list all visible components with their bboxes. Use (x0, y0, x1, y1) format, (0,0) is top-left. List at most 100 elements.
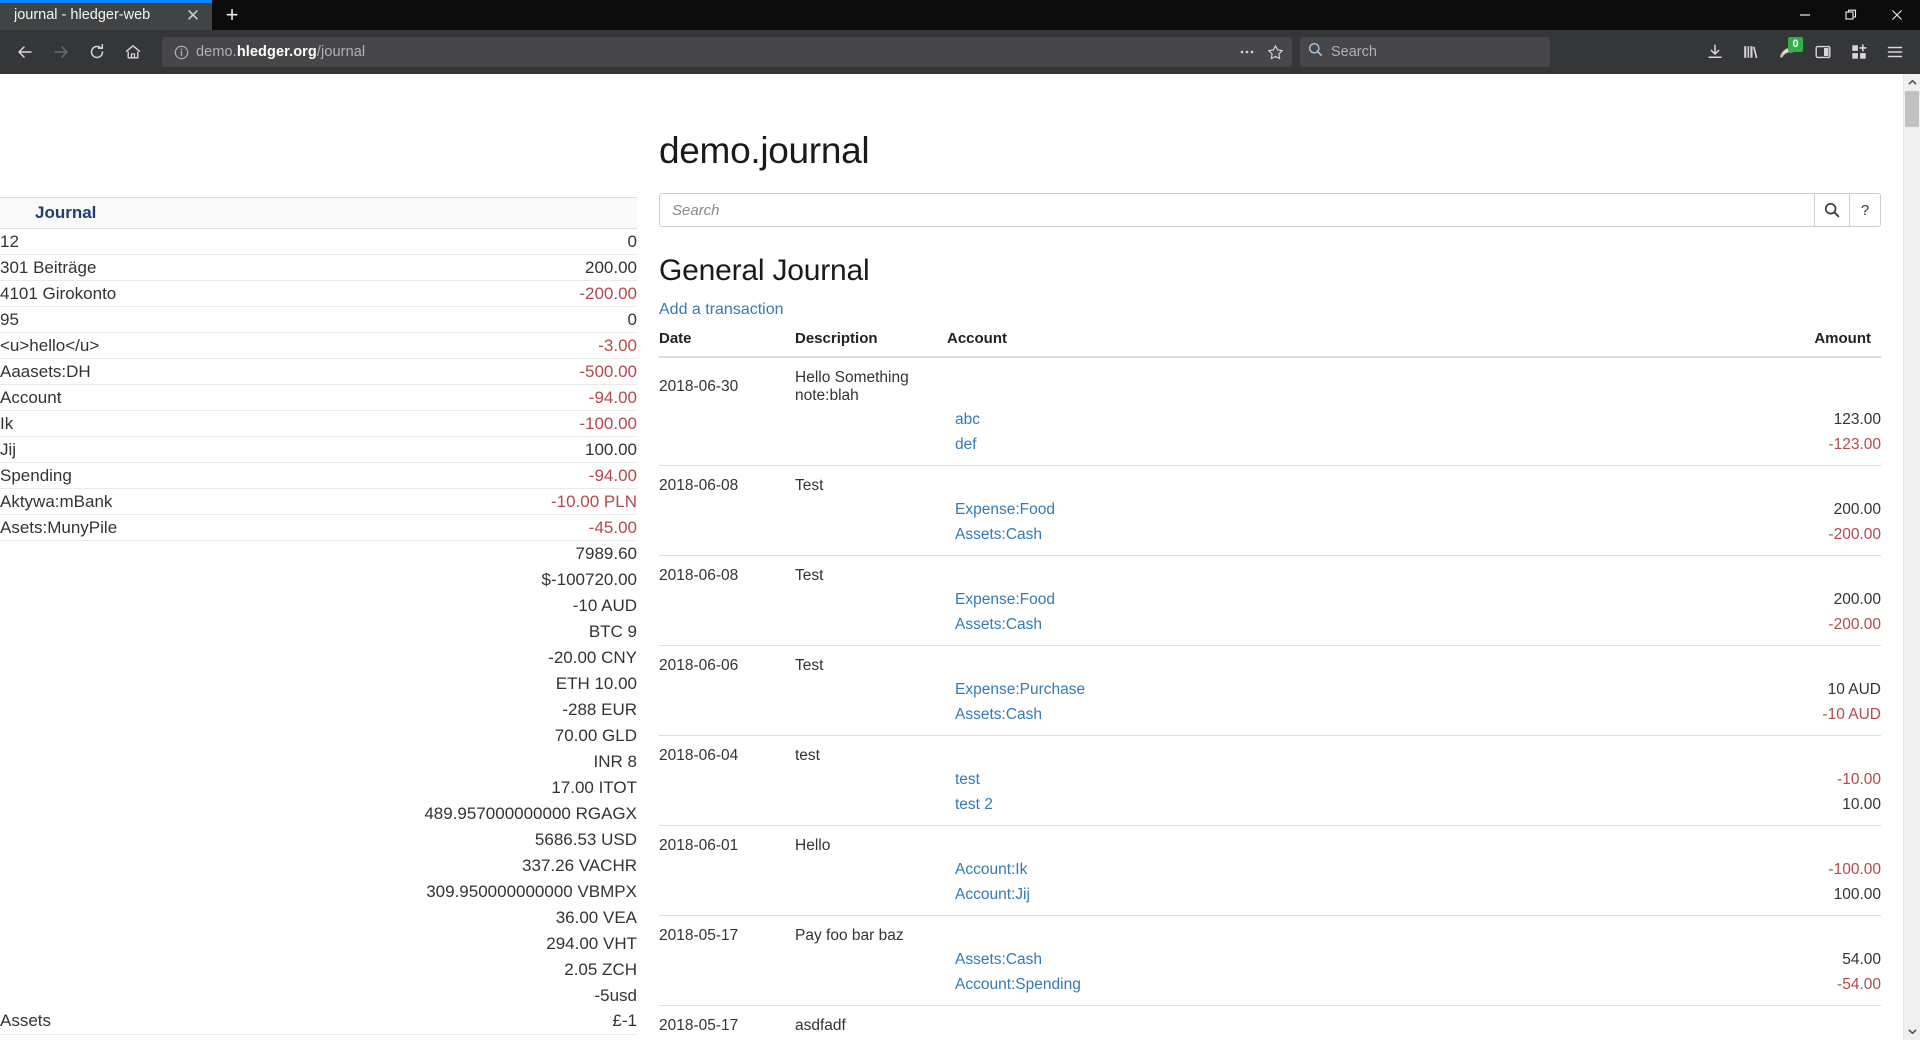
info-icon[interactable] (170, 41, 192, 63)
posting-row[interactable]: Assets:Cash -200.00 (659, 525, 1881, 556)
account-row[interactable]: Jij 100.00 (0, 436, 637, 463)
account-row[interactable]: Account -94.00 (0, 384, 637, 411)
posting-account-link[interactable]: Assets:Cash (955, 951, 1043, 968)
account-name[interactable]: 12 (0, 228, 227, 255)
account-name[interactable]: 301 Beiträge (0, 254, 227, 281)
account-row[interactable]: 309.950000000000 VBMPX (0, 879, 637, 905)
tab-journal[interactable]: journal - hledger-web ✕ (0, 0, 212, 30)
account-name[interactable]: Aktywa:mBank (0, 488, 227, 515)
sidebar-journal-link[interactable]: Journal (0, 197, 227, 229)
posting-account-link[interactable]: Expense:Food (955, 501, 1055, 518)
close-icon[interactable] (1874, 0, 1920, 30)
menu-icon[interactable] (1878, 35, 1912, 69)
account-name[interactable]: Ik (0, 410, 227, 437)
transaction-row[interactable]: 2018-06-08 Test (659, 555, 1881, 585)
add-transaction-link[interactable]: Add a transaction (659, 301, 784, 318)
ellipsis-icon[interactable] (1234, 39, 1260, 65)
account-name[interactable]: Spending (0, 462, 227, 489)
account-row[interactable]: Spending -94.00 (0, 462, 637, 489)
account-name[interactable]: 4101 Girokonto (0, 280, 227, 307)
scrollbar-thumb[interactable] (1905, 91, 1919, 127)
home-icon[interactable] (116, 35, 150, 69)
account-name[interactable]: Jij (0, 436, 227, 463)
transaction-row[interactable]: 2018-05-17 asdfadf (659, 1005, 1881, 1035)
transaction-row[interactable]: 2018-06-06 Test (659, 645, 1881, 675)
account-row[interactable]: ETH 10.00 (0, 671, 637, 697)
account-row[interactable]: 17.00 ITOT (0, 775, 637, 801)
account-name[interactable]: Asset (0, 1034, 227, 1040)
account-row[interactable]: Aktywa:mBank -10.00 PLN (0, 488, 637, 515)
scrollbar-track[interactable] (1904, 91, 1920, 1023)
minimize-icon[interactable] (1782, 0, 1828, 30)
account-row[interactable]: 2.05 ZCH (0, 957, 637, 983)
transaction-row[interactable]: 2018-06-01 Hello (659, 825, 1881, 855)
sidebar-toggle-icon[interactable] (1806, 35, 1840, 69)
posting-row[interactable]: Assets:Cash 54.00 (659, 945, 1881, 975)
account-row[interactable]: <u>hello</u> -3.00 (0, 332, 637, 359)
posting-account-link[interactable]: Expense:Food (955, 591, 1055, 608)
posting-account-link[interactable]: test 2 (947, 795, 1731, 826)
chevron-down-icon[interactable] (1904, 1023, 1920, 1040)
pocket-icon[interactable]: 0 (1770, 35, 1804, 69)
account-row[interactable]: 95 0 (0, 306, 637, 333)
close-icon[interactable]: ✕ (185, 5, 201, 25)
back-arrow-icon[interactable] (8, 35, 42, 69)
posting-row[interactable]: test -10.00 (659, 765, 1881, 795)
posting-row[interactable]: Account:Ik -100.00 (659, 855, 1881, 885)
posting-row[interactable]: abc 123.00 (659, 405, 1881, 435)
posting-row[interactable]: Assets:Cash -10 AUD (659, 705, 1881, 736)
transaction-row[interactable]: 2018-05-17 Pay foo bar baz (659, 915, 1881, 945)
library-icon[interactable] (1734, 35, 1768, 69)
account-row[interactable]: -10 AUD (0, 593, 637, 619)
posting-row[interactable]: def -123.00 (659, 435, 1881, 466)
transaction-row[interactable]: 2018-06-30 Hello Something note:blah (659, 357, 1881, 405)
account-row[interactable]: 4101 Girokonto -200.00 (0, 280, 637, 307)
posting-account-link[interactable]: abc (955, 411, 980, 428)
posting-row[interactable]: Account:Spending -54.00 (659, 975, 1881, 1006)
account-row[interactable]: Asets:MunyPile -45.00 (0, 514, 637, 541)
address-bar[interactable]: demo.hledger.org/journal (162, 37, 1292, 67)
account-row[interactable]: 301 Beiträge 200.00 (0, 254, 637, 281)
account-name[interactable]: Account (0, 384, 227, 411)
forward-arrow-icon[interactable] (44, 35, 78, 69)
posting-account-link[interactable]: Account:Spending (947, 975, 1731, 1006)
posting-account-link[interactable]: Account:Jij (947, 885, 1731, 916)
browser-search-box[interactable]: Search (1300, 37, 1550, 67)
account-row[interactable]: 36.00 VEA (0, 905, 637, 931)
search-help-button[interactable]: ? (1850, 193, 1881, 227)
posting-account-link[interactable]: test (955, 771, 980, 788)
star-icon[interactable] (1262, 39, 1288, 65)
search-input[interactable]: Search (659, 193, 1815, 227)
account-row[interactable]: -5usd (0, 983, 637, 1009)
posting-row[interactable]: Assets:Cash -200.00 (659, 615, 1881, 646)
account-row[interactable]: Assets £-1 (0, 1008, 637, 1035)
reload-icon[interactable] (80, 35, 114, 69)
account-row[interactable]: Asset890.01 (0, 1034, 637, 1040)
page-scrollbar[interactable] (1903, 74, 1920, 1040)
posting-account-link[interactable]: Assets:Cash (947, 615, 1731, 646)
account-name[interactable]: 95 (0, 306, 227, 333)
account-row[interactable]: 7989.60 (0, 541, 637, 567)
posting-row[interactable]: Expense:Food 200.00 (659, 585, 1881, 615)
account-row[interactable]: $-100720.00 (0, 567, 637, 593)
posting-account-link[interactable]: Expense:Purchase (955, 681, 1086, 698)
downloads-icon[interactable] (1698, 35, 1732, 69)
account-row[interactable]: 70.00 GLD (0, 723, 637, 749)
account-name[interactable]: <u>hello</u> (0, 332, 227, 359)
plus-icon[interactable]: + (225, 2, 239, 27)
account-row[interactable]: Aaasets:DH -500.00 (0, 358, 637, 385)
posting-account-link[interactable]: def (947, 435, 1731, 466)
transaction-row[interactable]: 2018-06-04 test (659, 735, 1881, 765)
extensions-icon[interactable] (1842, 35, 1876, 69)
account-name[interactable]: Assets (0, 1008, 227, 1035)
posting-row[interactable]: Expense:Purchase 10 AUD (659, 675, 1881, 705)
posting-row[interactable]: test 2 10.00 (659, 795, 1881, 826)
account-row[interactable]: BTC 9 (0, 619, 637, 645)
account-row[interactable]: 294.00 VHT (0, 931, 637, 957)
posting-account-link[interactable]: Account:Ik (955, 861, 1028, 878)
account-row[interactable]: -20.00 CNY (0, 645, 637, 671)
posting-account-link[interactable]: ssdf (947, 1035, 1731, 1040)
restore-icon[interactable] (1828, 0, 1874, 30)
account-name[interactable]: Asets:MunyPile (0, 514, 227, 541)
account-row[interactable]: INR 8 (0, 749, 637, 775)
